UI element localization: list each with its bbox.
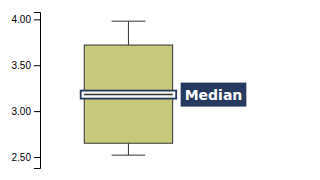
whisker-low <box>128 143 129 155</box>
y-tick-label: 2.50 <box>12 152 32 163</box>
annotation-text: Median <box>185 87 243 103</box>
y-tick: 2.50 <box>12 152 40 163</box>
box <box>84 45 172 143</box>
whisker-high <box>128 21 129 45</box>
y-tick-mark <box>34 65 40 66</box>
annotation: Median <box>181 83 247 107</box>
y-tick: 4.00 <box>12 14 40 25</box>
y-tick-mark <box>34 19 40 20</box>
y-tick-label: 3.00 <box>12 106 32 117</box>
median-line <box>84 94 172 96</box>
cap-high <box>112 21 146 22</box>
annotation-background <box>181 83 247 107</box>
y-tick-label: 4.00 <box>12 14 32 25</box>
y-tick-mark <box>34 157 40 158</box>
cap-low <box>112 155 146 156</box>
y-tick-mark <box>34 111 40 112</box>
plot-area <box>81 21 177 155</box>
y-tick: 3.50 <box>12 60 40 71</box>
y-axis-line <box>34 13 41 169</box>
y-tick-label: 3.50 <box>12 60 32 71</box>
median-highlight <box>81 91 177 99</box>
y-axis: 2.50 3.00 3.50 4.00 <box>12 13 41 169</box>
y-tick: 3.00 <box>12 106 40 117</box>
chart: 2.50 3.00 3.50 4.00 Median <box>0 0 320 180</box>
